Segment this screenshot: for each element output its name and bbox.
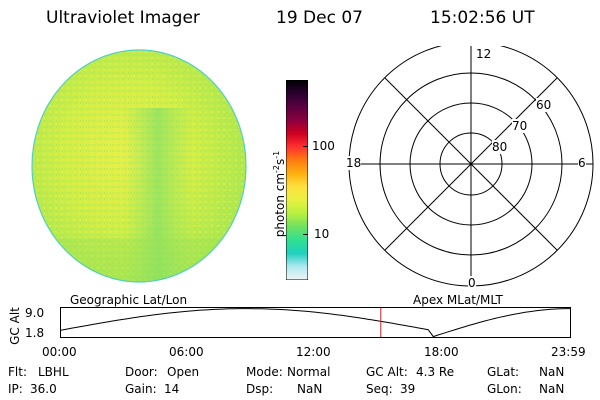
geographic-label: Geographic Lat/Lon [70,293,188,307]
flt-label: Flt: [8,365,27,379]
gain-label: Gain: [125,382,157,396]
date-label: 19 Dec 07 [276,8,363,28]
time-label: 15:02:56 UT [430,8,535,28]
gcalt-label: GC Alt: [366,365,408,379]
xtick-2359: 23:59 [551,345,586,359]
polar-ring-label-70: 70 [512,119,528,133]
xtick-1800: 18:00 [424,345,459,359]
glat-value: NaN [539,365,565,379]
altitude-ytick-bottom: 1.8 [25,326,45,340]
ip-label: IP: [8,382,23,396]
xtick-0600: 06:00 [169,345,204,359]
mode-value: Normal [287,365,331,379]
gain-value: 14 [164,382,180,396]
apex-label: Apex MLat/MLT [413,293,503,307]
ip-value: 36.0 [30,382,57,396]
altitude-plot [60,307,572,339]
instrument-title: Ultraviolet Imager [46,8,200,28]
dsp-label: Dsp: [246,382,274,396]
colorbar-tick-100: 100 [312,139,335,153]
xtick-0000: 00:00 [42,345,77,359]
colorbar-label-text: photon cm [273,172,287,238]
glon-value: NaN [539,382,565,396]
polar-label-6: 6 [578,156,586,170]
polar-ring-label-60: 60 [536,98,552,112]
polar-label-0: 0 [468,276,476,290]
xtick-1200: 12:00 [296,345,331,359]
colorbar-label-exp1: -2 [272,164,281,173]
mode-label: Mode: [246,365,283,379]
colorbar-tick-100-mark [303,146,308,147]
polar-label-12: 12 [476,47,492,61]
colorbar [285,79,309,281]
altitude-ytick-top: 9.0 [25,306,45,320]
flt-value: LBHL [38,365,69,379]
seq-value: 39 [400,382,416,396]
polar-ring-label-80: 80 [492,140,508,154]
polar-plot [340,41,600,292]
colorbar-label-s: s [273,158,287,165]
colorbar-tick-10-mark [303,234,308,235]
colorbar-tick-10: 10 [314,227,330,241]
colorbar-label-exp2: -1 [272,150,281,159]
colorbar-label: photon cm-2s-1 [272,124,287,264]
dsp-value: NaN [297,382,323,396]
door-value: Open [167,365,200,379]
altitude-curve [60,308,571,338]
glat-label: GLat: [487,365,520,379]
altitude-ylabel: GC Alt [8,307,22,345]
door-label: Door: [125,365,158,379]
polar-label-18: 18 [346,156,362,170]
gcalt-value: 4.3 Re [416,365,455,379]
uv-disk-image [28,48,250,284]
glon-label: GLon: [487,382,522,396]
seq-label: Seq: [366,382,393,396]
